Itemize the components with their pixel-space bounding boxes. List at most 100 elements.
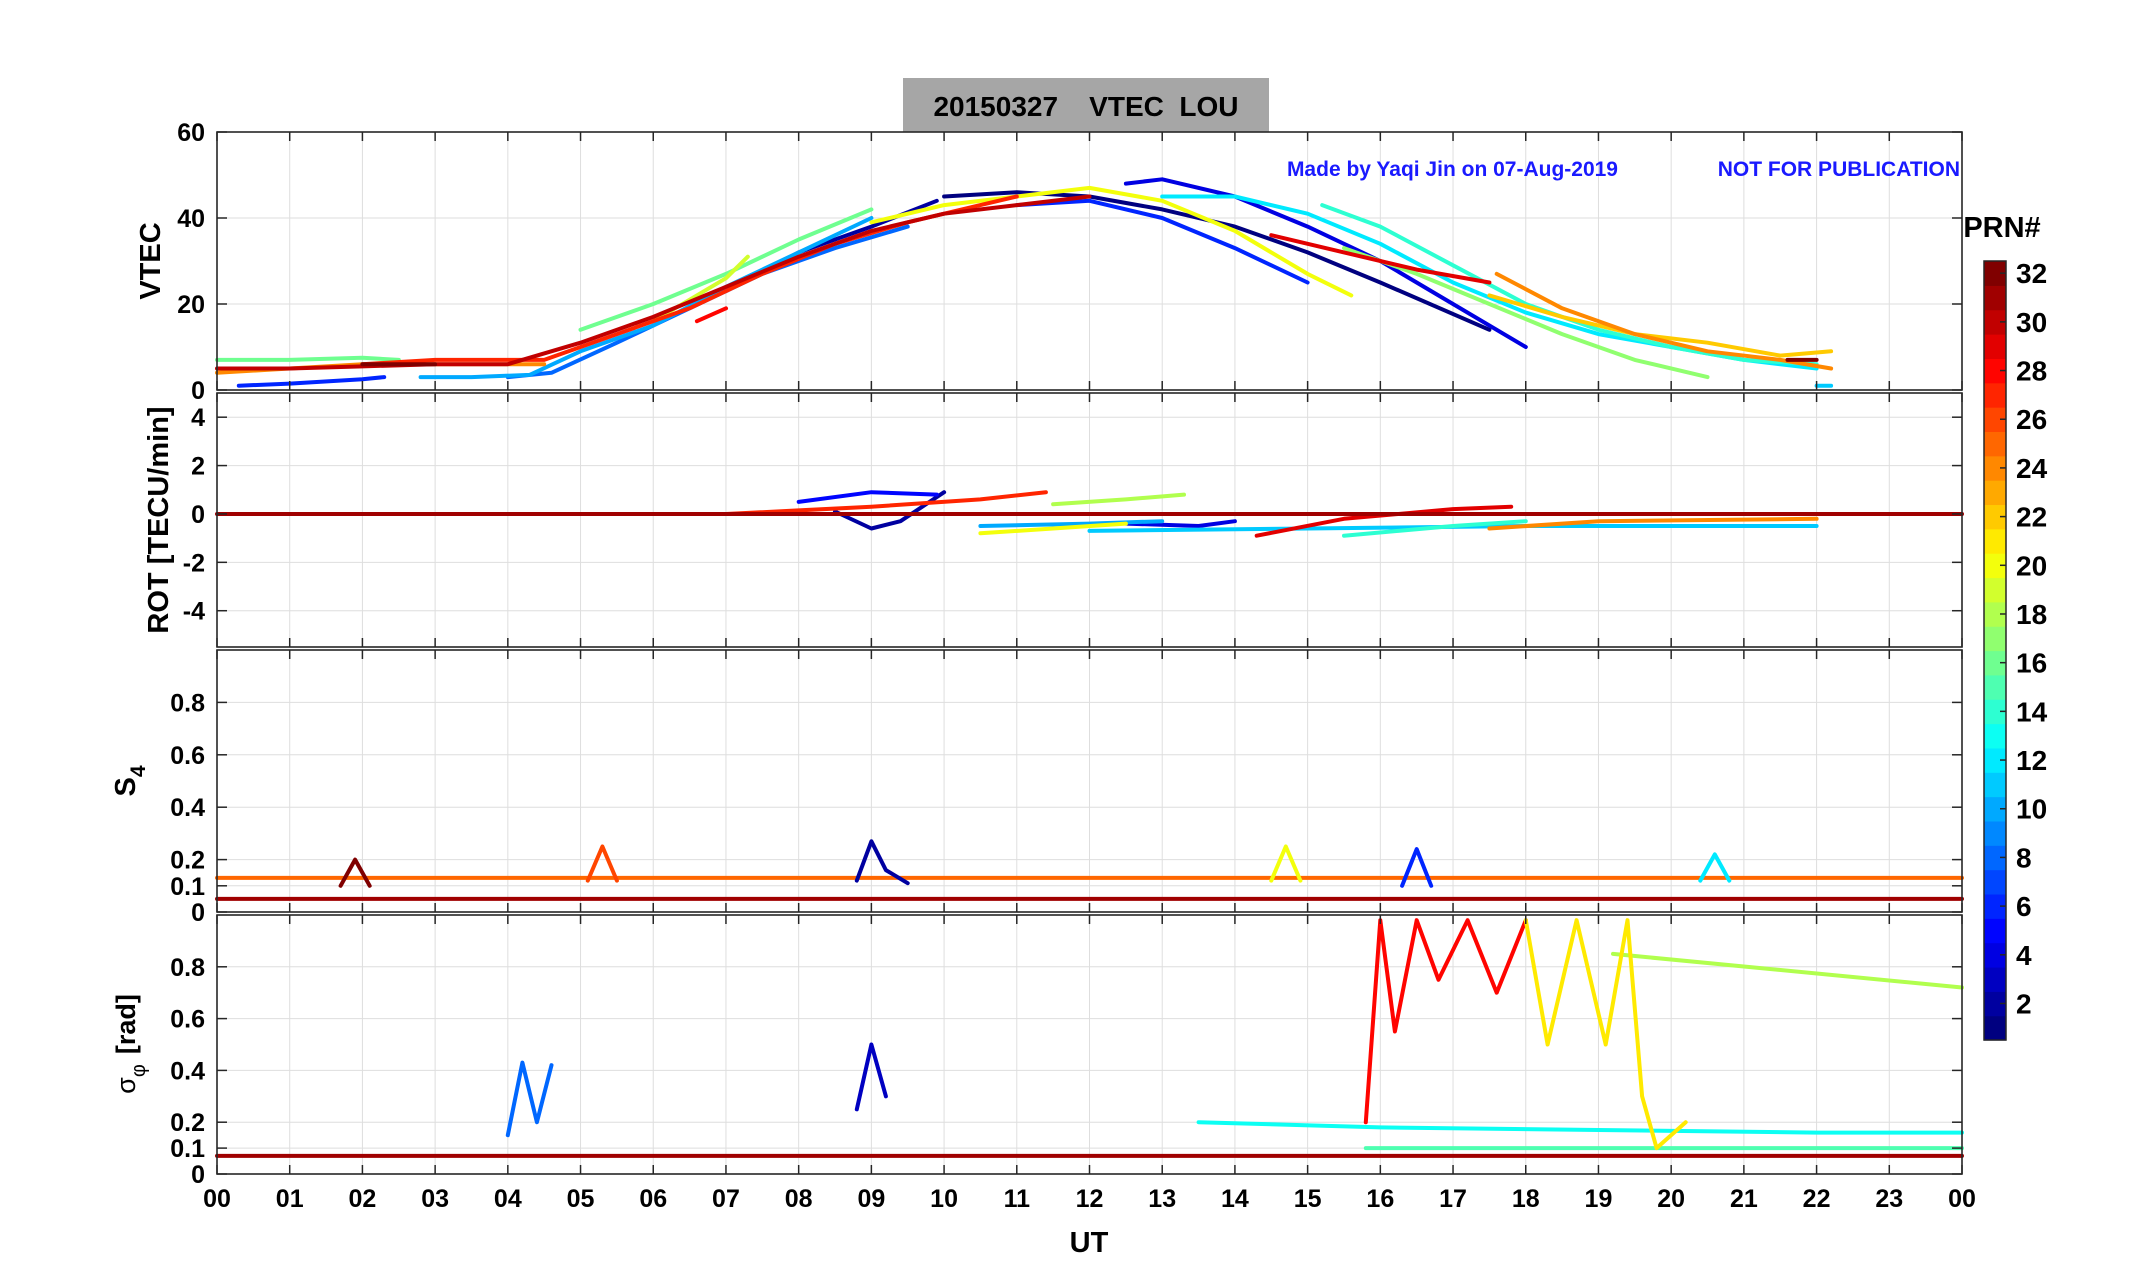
y-tick-label: 60 [177, 119, 205, 147]
chart-title: 20150327 VTEC LOU [933, 91, 1238, 122]
notice-annotation: NOT FOR PUBLICATION [1718, 158, 1960, 181]
axes-frame [216, 392, 1963, 648]
colorbar-band [1984, 601, 2006, 627]
colorbar-band [1984, 407, 2006, 432]
colorbar-band [1984, 553, 2006, 579]
title-box [903, 78, 1269, 132]
prn-series-line [1123, 177, 1528, 349]
x-tick-label: 21 [1730, 1185, 1758, 1213]
x-tick-label: 00 [203, 1185, 231, 1213]
colorbar-tick-label: 32 [2016, 258, 2047, 289]
y-tick-label: 20 [177, 291, 205, 319]
prn-series-line [578, 207, 874, 332]
prn-series-line [1196, 1120, 1964, 1135]
y-tick-label: 0 [191, 1161, 205, 1189]
sigma-phi-panel: 00.10.2 0.4 0.6 0.8 σφ [rad] [111, 914, 1964, 1189]
colorbar-band [1984, 382, 2006, 408]
colorbar-tick-label: 4 [2016, 940, 2032, 971]
svg-text:S4: S4 [110, 765, 150, 796]
prn-series-line [1342, 519, 1528, 538]
x-tick-label: 07 [712, 1185, 740, 1213]
colorbar-tick-label: 6 [2016, 891, 2032, 922]
colorbar-tick-label: 16 [2016, 648, 2047, 679]
colorbar-tick-label: 18 [2016, 599, 2047, 630]
colorbar-tick-label: 2 [2016, 988, 2032, 1019]
prn-series-line [978, 521, 1128, 536]
svg-text:σφ[rad]: σφ [rad] [111, 994, 150, 1094]
colorbar-tick-label: 22 [2016, 502, 2047, 533]
colorbar-tick-label: 24 [2016, 453, 2048, 484]
colorbar-band [1984, 772, 2006, 798]
axes-frame [216, 131, 1963, 391]
y-tick-label: 40 [177, 205, 205, 233]
colorbar-frame [1983, 260, 2007, 1041]
colorbar-band [1984, 650, 2006, 676]
s4-ylabel-main: S [110, 777, 142, 796]
prn-series-line [1123, 519, 1237, 528]
colorbar-band [1984, 626, 2006, 652]
sigma-phi-ylabel-main: σ [111, 1077, 141, 1094]
x-tick-label: 03 [421, 1185, 449, 1213]
colorbar-tick-label: 20 [2016, 550, 2047, 581]
colorbar-band [1984, 285, 2006, 311]
s4-panel: 00.10.2 0.4 0.6 0.8 S4 [110, 649, 1964, 927]
prn-series-line [585, 844, 619, 883]
x-tick-label: 15 [1294, 1185, 1322, 1213]
sigma-phi-ylabel-unit: [rad] [111, 994, 141, 1054]
colorbar-tick-label: 30 [2016, 307, 2047, 338]
colorbar-band [1984, 431, 2006, 457]
prn-series-line [215, 355, 401, 362]
y-tick-label: 0.4 [170, 1057, 205, 1085]
prn-series-line [1523, 918, 1688, 1151]
prn-series-line [1014, 198, 1310, 285]
prn-series-line [1400, 847, 1434, 888]
colorbar-band [1984, 869, 2006, 895]
y-tick-label: 4 [191, 404, 205, 432]
colorbar-tick-label: 12 [2016, 745, 2047, 776]
colorbar-band [1984, 455, 2006, 481]
x-tick-label: 08 [785, 1185, 813, 1213]
colorbar-band [1984, 674, 2006, 700]
colorbar-band [1984, 747, 2006, 773]
x-axis-label: UT [1070, 1227, 1109, 1259]
colorbar-tick-label: 10 [2016, 794, 2047, 825]
y-tick-label: -4 [183, 598, 205, 626]
colorbar-band [1984, 528, 2006, 554]
x-tick-label: 00 [1948, 1185, 1976, 1213]
rot-ylabel: ROT [TECU/min] [143, 406, 175, 633]
prn-series-line [505, 1060, 554, 1138]
s4-ylabel-sub: 4 [127, 765, 150, 777]
colorbar-label: PRN# [1963, 212, 2040, 244]
colorbar-band [1984, 261, 2006, 286]
colorbar-tick-label: 28 [2016, 356, 2047, 387]
colorbar-band [1984, 723, 2006, 749]
prn-series-line [236, 375, 387, 388]
colorbar-band [1984, 991, 2006, 1017]
colorbar-band [1984, 1015, 2006, 1041]
x-tick-label: 13 [1148, 1185, 1176, 1213]
colorbar-band [1984, 334, 2006, 359]
colorbar-band [1984, 480, 2006, 506]
y-tick-label: 0 [191, 377, 205, 405]
prn-series-line [215, 194, 1092, 371]
prn-series-line [854, 839, 910, 886]
x-tick-label: 22 [1803, 1185, 1831, 1213]
colorbar-band [1984, 942, 2006, 968]
prn-series-line [1269, 233, 1492, 285]
prn-series-line [796, 490, 939, 504]
x-tick-label: 02 [349, 1185, 377, 1213]
prn-series-line [869, 185, 1354, 298]
x-tick-label: 01 [276, 1185, 304, 1213]
colorbar-band [1984, 845, 2006, 871]
s4-ylabel: S4 [110, 765, 150, 796]
y-tick-label: 0 [191, 501, 205, 529]
axes-frame [216, 649, 1963, 913]
colorbar-band [1984, 504, 2006, 530]
prn-series-line [833, 490, 947, 531]
colorbar-tick-label: 14 [2016, 696, 2048, 727]
prn-series-line [1698, 852, 1732, 883]
x-tick-label: 10 [930, 1185, 958, 1213]
prn-series-line [418, 216, 874, 380]
